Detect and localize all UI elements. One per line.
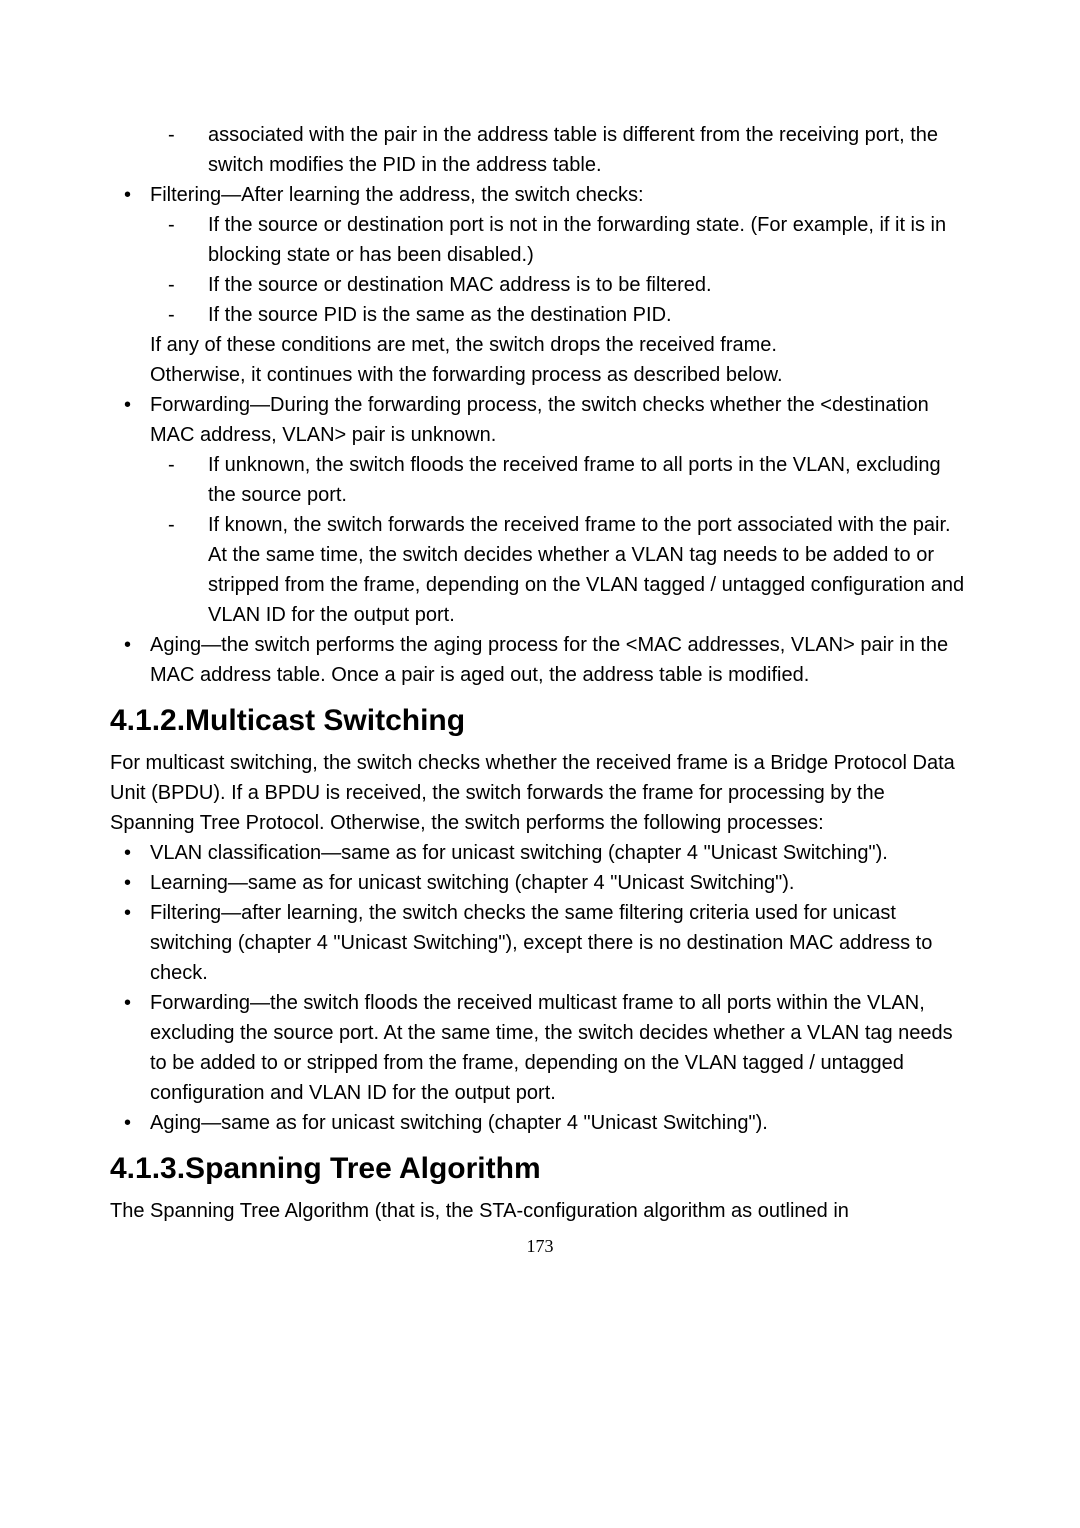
list-item: associated with the pair in the address … [110,120,970,180]
filtering-dash-list: If the source or destination port is not… [110,210,970,330]
body-text: Forwarding—During the forwarding process… [150,394,929,446]
body-text: associated with the pair in the address … [208,124,938,176]
list-item: Aging—same as for unicast switching (cha… [110,1108,970,1138]
list-item: If the source PID is the same as the des… [110,300,970,330]
body-text: Forwarding—the switch floods the receive… [150,992,953,1104]
forwarding-section: Forwarding—During the forwarding process… [110,390,970,450]
list-item: Forwarding—During the forwarding process… [110,390,970,450]
list-item: If the source or destination port is not… [110,210,970,270]
body-text: Aging—the switch performs the aging proc… [150,634,948,686]
list-item: If known, the switch forwards the receiv… [110,510,970,630]
body-text: Otherwise, it continues with the forward… [110,360,970,390]
aging-section: Aging—the switch performs the aging proc… [110,630,970,690]
spanning-tree-intro: The Spanning Tree Algorithm (that is, th… [110,1196,970,1226]
body-text: If known, the switch forwards the receiv… [208,514,964,626]
list-item: Aging—the switch performs the aging proc… [110,630,970,690]
body-text: If the source or destination port is not… [208,214,946,266]
list-item: Learning—same as for unicast switching (… [110,868,970,898]
filtering-section: Filtering—After learning the address, th… [110,180,970,210]
body-text: VLAN classification—same as for unicast … [150,842,888,864]
multicast-bullet-list: VLAN classification—same as for unicast … [110,838,970,1138]
forwarding-dash-list: If unknown, the switch floods the receiv… [110,450,970,630]
list-item: Filtering—after learning, the switch che… [110,898,970,988]
list-item: If the source or destination MAC address… [110,270,970,300]
body-text: Filtering—after learning, the switch che… [150,902,932,984]
body-text: Filtering—After learning the address, th… [150,184,644,206]
heading-multicast-switching: 4.1.2.Multicast Switching [110,704,970,738]
body-text: Learning—same as for unicast switching (… [150,872,794,894]
page-number: 173 [110,1236,970,1257]
list-item: If unknown, the switch floods the receiv… [110,450,970,510]
body-text: If any of these conditions are met, the … [110,330,970,360]
multicast-intro: For multicast switching, the switch chec… [110,748,970,838]
document-page: associated with the pair in the address … [0,0,1080,1317]
body-text: If the source PID is the same as the des… [208,304,672,326]
list-item: Forwarding—the switch floods the receive… [110,988,970,1108]
body-text: Aging—same as for unicast switching (cha… [150,1112,768,1134]
list-item: Filtering—After learning the address, th… [110,180,970,210]
continuation-dash-list: associated with the pair in the address … [110,120,970,180]
heading-spanning-tree: 4.1.3.Spanning Tree Algorithm [110,1152,970,1186]
list-item: VLAN classification—same as for unicast … [110,838,970,868]
body-text: If the source or destination MAC address… [208,274,712,296]
body-text: If unknown, the switch floods the receiv… [208,454,941,506]
